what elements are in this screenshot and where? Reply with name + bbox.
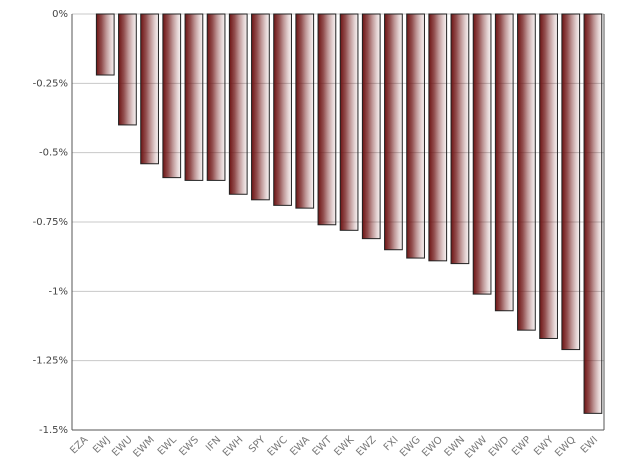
x-tick-label: EWP: [510, 434, 534, 458]
x-tick-label: EWN: [443, 434, 468, 459]
x-tick-label: EWI: [579, 434, 600, 455]
x-tick-label: EWT: [311, 434, 335, 458]
y-tick-label: -1%: [49, 286, 68, 297]
bar: [95, 13, 115, 76]
bar: [140, 13, 159, 165]
bar: [428, 13, 448, 262]
x-tick-label: EWS: [177, 434, 201, 458]
x-tick-label: EWJ: [91, 434, 112, 455]
x-tick-label: EWC: [266, 434, 290, 458]
x-tick-label: EWG: [398, 434, 423, 459]
bar: [162, 13, 182, 179]
bar: [206, 13, 226, 181]
bar: [406, 13, 425, 259]
y-tick-label: -1.5%: [39, 425, 68, 436]
y-tick-label: -1.25%: [33, 356, 68, 367]
bar: [317, 13, 337, 226]
x-tick-label: EWM: [131, 434, 156, 459]
x-tick-label: EWL: [156, 434, 179, 457]
bar: [273, 13, 292, 206]
bar: [539, 13, 558, 339]
bar: [251, 13, 270, 201]
x-tick-label: EWA: [288, 434, 312, 458]
y-tick-label: -0.25%: [33, 78, 68, 89]
bar: [561, 13, 581, 351]
bar: [450, 13, 470, 265]
bar: [494, 13, 514, 312]
y-tick-label: -0.75%: [33, 217, 68, 228]
bar: [583, 13, 603, 414]
x-tick-label: EWZ: [354, 434, 378, 458]
bar: [517, 13, 536, 331]
bar: [295, 13, 315, 209]
bar: [472, 13, 492, 295]
x-tick-label: EWU: [110, 434, 134, 458]
bar: [184, 13, 204, 181]
x-tick-label: EWD: [487, 434, 512, 459]
x-tick-label: EWK: [332, 434, 356, 458]
x-tick-label: EWQ: [553, 434, 578, 459]
x-tick-label: EZA: [68, 434, 90, 456]
bar: [384, 13, 403, 251]
y-tick-label: 0%: [52, 9, 68, 20]
x-tick-label: SPY: [247, 434, 268, 455]
bar: [339, 13, 359, 231]
x-tick-label: EWH: [221, 434, 246, 459]
bar: [361, 13, 381, 240]
x-tick-label: EWY: [532, 434, 556, 458]
x-tick-label: EWO: [420, 434, 445, 459]
x-tick-label: EWW: [463, 434, 489, 460]
bar: [228, 13, 248, 195]
y-tick-label: -0.5%: [39, 148, 68, 159]
bar: [118, 13, 137, 126]
